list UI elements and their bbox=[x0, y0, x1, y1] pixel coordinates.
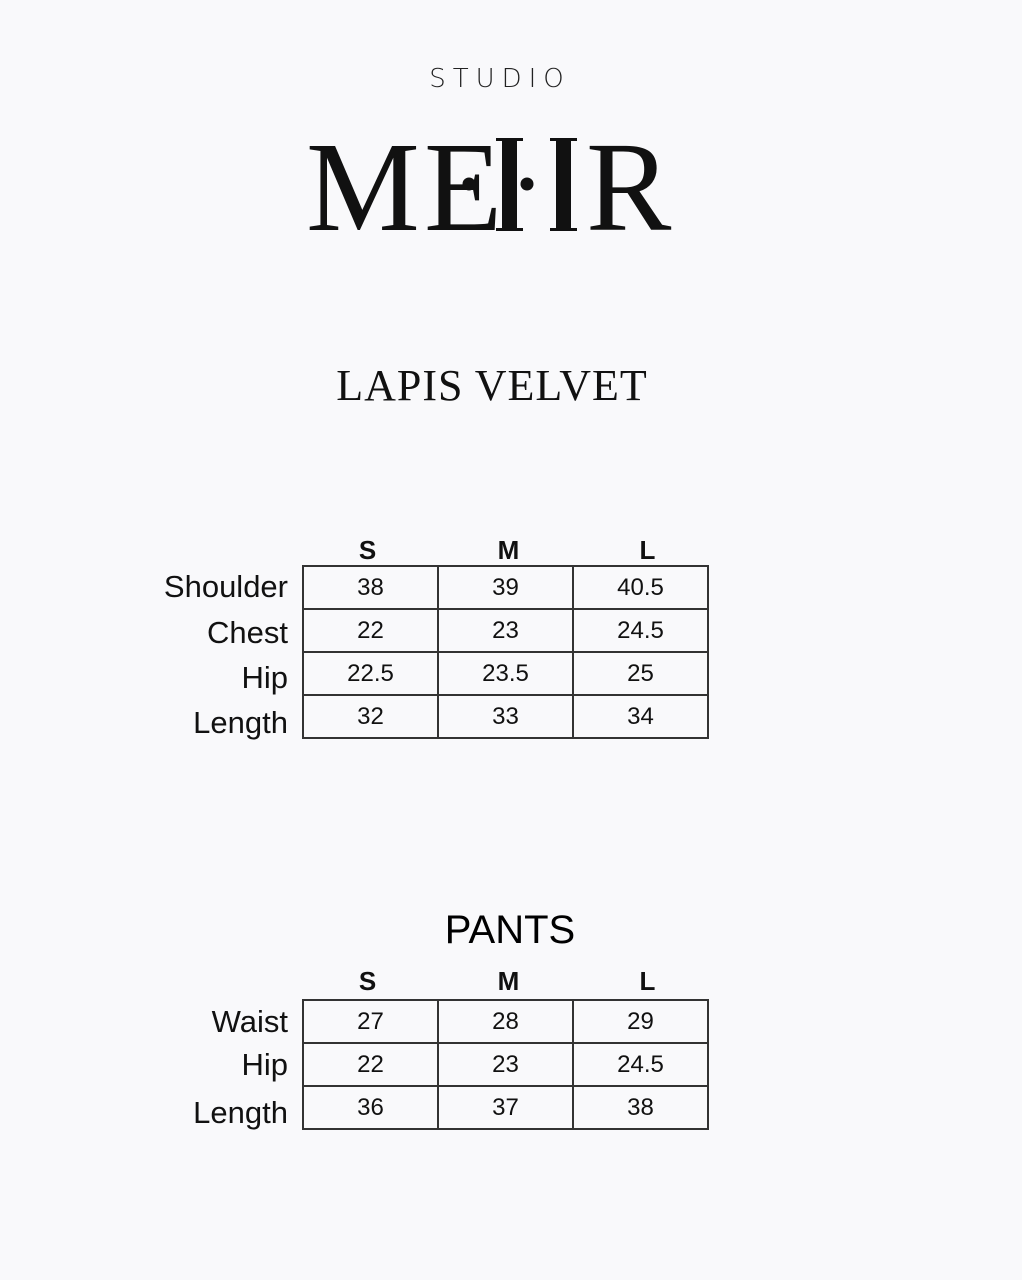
table-row: 36 37 38 bbox=[302, 1085, 709, 1130]
size-header-s: S bbox=[358, 966, 377, 996]
table-cell: 38 bbox=[572, 1085, 709, 1130]
table-cell: 23 bbox=[437, 1042, 574, 1087]
size-header-l: L bbox=[639, 535, 656, 565]
table-cell: 39 bbox=[437, 565, 574, 610]
table-cell: 34 bbox=[572, 694, 709, 739]
table-cell: 25 bbox=[572, 651, 709, 696]
size-header-s: S bbox=[358, 535, 377, 565]
row-label-waist: Waist bbox=[211, 1004, 288, 1039]
table-row: 38 39 40.5 bbox=[302, 565, 709, 610]
size-header-l: L bbox=[639, 966, 656, 996]
row-label-shoulder: Shoulder bbox=[163, 569, 288, 604]
table-row: 22 23 24.5 bbox=[302, 1042, 709, 1087]
table-cell: 29 bbox=[572, 999, 709, 1044]
table-cell: 22.5 bbox=[302, 651, 439, 696]
svg-text:E: E bbox=[424, 118, 502, 238]
brand-studio: STUDIO bbox=[429, 64, 571, 94]
table-cell: 36 bbox=[302, 1085, 439, 1130]
brand-logo: M E R bbox=[306, 116, 698, 258]
row-label-hip: Hip bbox=[241, 1047, 288, 1082]
table-row: 27 28 29 bbox=[302, 999, 709, 1044]
table-cell: 38 bbox=[302, 565, 439, 610]
row-label-length: Length bbox=[193, 705, 288, 740]
table-row: 22 23 24.5 bbox=[302, 608, 709, 653]
row-label-chest: Chest bbox=[207, 615, 288, 650]
table-cell: 24.5 bbox=[572, 1042, 709, 1087]
table-cell: 22 bbox=[302, 1042, 439, 1087]
table-row: 22.5 23.5 25 bbox=[302, 651, 709, 696]
top-size-table: 38 39 40.5 22 23 24.5 22.5 23.5 25 32 33… bbox=[302, 565, 709, 739]
row-label-hip: Hip bbox=[241, 660, 288, 695]
size-header-m: M bbox=[497, 535, 520, 565]
table-cell: 27 bbox=[302, 999, 439, 1044]
table-cell: 22 bbox=[302, 608, 439, 653]
table-cell: 24.5 bbox=[572, 608, 709, 653]
svg-text:R: R bbox=[586, 118, 672, 238]
table-row: 32 33 34 bbox=[302, 694, 709, 739]
table-cell: 37 bbox=[437, 1085, 574, 1130]
table-cell: 23 bbox=[437, 608, 574, 653]
pants-title: PANTS bbox=[444, 908, 576, 952]
table-cell: 32 bbox=[302, 694, 439, 739]
size-header-m: M bbox=[497, 966, 520, 996]
table-cell: 40.5 bbox=[572, 565, 709, 610]
pants-size-table: 27 28 29 22 23 24.5 36 37 38 bbox=[302, 999, 709, 1130]
svg-text:M: M bbox=[306, 118, 420, 238]
product-title: LAPIS VELVET bbox=[336, 361, 648, 410]
table-cell: 28 bbox=[437, 999, 574, 1044]
row-label-length: Length bbox=[193, 1095, 288, 1130]
table-cell: 23.5 bbox=[437, 651, 574, 696]
table-cell: 33 bbox=[437, 694, 574, 739]
